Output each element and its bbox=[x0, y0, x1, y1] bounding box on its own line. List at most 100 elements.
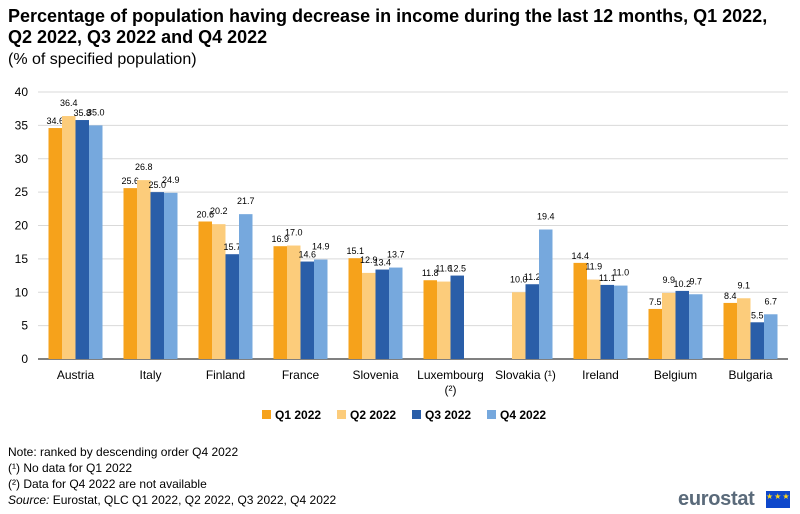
data-label: 11.1 bbox=[599, 273, 616, 283]
y-tick-label: 15 bbox=[15, 252, 29, 266]
data-label: 13.4 bbox=[373, 258, 391, 268]
data-label: 11.0 bbox=[612, 268, 629, 278]
legend-label: Q3 2022 bbox=[425, 408, 471, 422]
data-label: 35.8 bbox=[73, 108, 91, 118]
bar bbox=[573, 262, 587, 359]
bar bbox=[314, 259, 328, 359]
x-tick-label: Slovakia (¹) bbox=[495, 368, 556, 382]
y-tick-label: 0 bbox=[21, 352, 28, 366]
data-label: 12.5 bbox=[448, 264, 466, 274]
legend-swatch bbox=[487, 410, 496, 419]
data-label: 25.6 bbox=[121, 176, 139, 186]
data-label: 11.9 bbox=[585, 262, 602, 272]
bar bbox=[62, 116, 76, 359]
bar bbox=[273, 246, 287, 359]
data-label: 9.1 bbox=[737, 280, 750, 290]
note-ranking: Note: ranked by descending order Q4 2022 bbox=[8, 445, 239, 459]
flag-stars: ★★★ bbox=[766, 492, 791, 501]
bar bbox=[300, 261, 314, 359]
bar bbox=[164, 192, 178, 359]
bar bbox=[437, 281, 451, 359]
data-label: 5.5 bbox=[751, 310, 764, 320]
legend-label: Q4 2022 bbox=[500, 408, 546, 422]
chart-title: Percentage of population having decrease… bbox=[8, 6, 768, 47]
legend-swatch bbox=[412, 410, 421, 419]
bar bbox=[362, 272, 376, 359]
data-label: 13.7 bbox=[387, 250, 405, 260]
logo-text: eurostat bbox=[678, 488, 755, 510]
data-label: 25.0 bbox=[148, 180, 166, 190]
bar bbox=[600, 284, 614, 359]
bar bbox=[450, 275, 464, 359]
bar bbox=[48, 128, 62, 359]
note-slovakia: (¹) No data for Q1 2022 bbox=[8, 461, 133, 475]
data-label: 6.7 bbox=[764, 296, 777, 306]
data-label: 21.7 bbox=[237, 196, 255, 206]
x-tick-label: Finland bbox=[206, 368, 245, 382]
legend-label: Q2 2022 bbox=[350, 408, 396, 422]
data-label: 34.6 bbox=[46, 116, 64, 126]
bar bbox=[764, 314, 778, 359]
bar bbox=[75, 120, 89, 359]
bar bbox=[287, 245, 301, 359]
bar bbox=[648, 308, 662, 359]
data-label: 11.6 bbox=[435, 264, 452, 274]
data-label: 16.9 bbox=[271, 234, 289, 244]
source-note: Source: Eurostat, QLC Q1 2022, Q2 2022, … bbox=[8, 493, 336, 507]
x-tick-label: (²) bbox=[445, 383, 457, 397]
data-label: 35.0 bbox=[87, 107, 105, 117]
bar bbox=[614, 285, 628, 359]
x-tick-label: Luxembourg bbox=[417, 368, 484, 382]
bar bbox=[375, 269, 389, 359]
bar bbox=[750, 322, 764, 359]
y-tick-label: 5 bbox=[21, 319, 28, 333]
bar-chart: 0 5 10 15 20 25 30 35 40 34.6 36.435.835.0 Austria 2… bbox=[15, 85, 788, 422]
bar bbox=[239, 214, 253, 359]
data-label: 9.9 bbox=[662, 275, 675, 285]
data-label: 20.6 bbox=[196, 209, 214, 219]
x-tick-label: Italy bbox=[139, 368, 161, 382]
bar bbox=[512, 292, 526, 359]
y-tick-label: 40 bbox=[15, 85, 29, 99]
data-label: 7.5 bbox=[649, 297, 662, 307]
bar bbox=[723, 302, 737, 359]
bar bbox=[539, 229, 553, 359]
bar bbox=[675, 290, 689, 359]
data-label: 14.6 bbox=[298, 250, 316, 260]
data-label: 11.2 bbox=[524, 272, 541, 282]
y-tick-label: 30 bbox=[15, 152, 29, 166]
chart-subtitle: (% of specified population) bbox=[8, 51, 197, 68]
bar bbox=[662, 292, 676, 359]
x-tick-label: Austria bbox=[57, 368, 95, 382]
x-tick-label: Slovenia bbox=[352, 368, 398, 382]
bar bbox=[123, 188, 137, 359]
data-label: 15.1 bbox=[346, 246, 364, 256]
bar bbox=[587, 279, 601, 359]
y-tick-label: 35 bbox=[15, 118, 29, 132]
bar bbox=[198, 221, 212, 359]
data-label: 14.9 bbox=[312, 242, 330, 252]
y-tick-label: 10 bbox=[15, 285, 29, 299]
bar bbox=[525, 284, 539, 359]
x-tick-label: France bbox=[282, 368, 320, 382]
bar bbox=[89, 125, 103, 359]
x-tick-label: Ireland bbox=[582, 368, 619, 382]
data-label: 17.0 bbox=[285, 228, 303, 238]
data-label: 24.9 bbox=[162, 175, 180, 185]
bar bbox=[389, 267, 403, 359]
bar bbox=[150, 192, 164, 359]
data-label: 8.4 bbox=[724, 291, 737, 301]
source-text: Eurostat, QLC Q1 2022, Q2 2022, Q3 2022,… bbox=[49, 493, 337, 507]
y-tick-label: 25 bbox=[15, 185, 29, 199]
legend-swatch bbox=[337, 410, 346, 419]
bar bbox=[689, 294, 703, 359]
data-label: 10.0 bbox=[510, 274, 528, 284]
data-label: 12.9 bbox=[360, 255, 378, 265]
bar bbox=[348, 258, 362, 359]
data-label: 20.2 bbox=[210, 206, 228, 216]
data-label: 14.4 bbox=[571, 251, 589, 261]
x-tick-label: Bulgaria bbox=[728, 368, 772, 382]
bar bbox=[737, 298, 751, 359]
data-label: 10.2 bbox=[673, 279, 691, 289]
eurostat-logo: eurostat ★★★ bbox=[678, 488, 790, 510]
